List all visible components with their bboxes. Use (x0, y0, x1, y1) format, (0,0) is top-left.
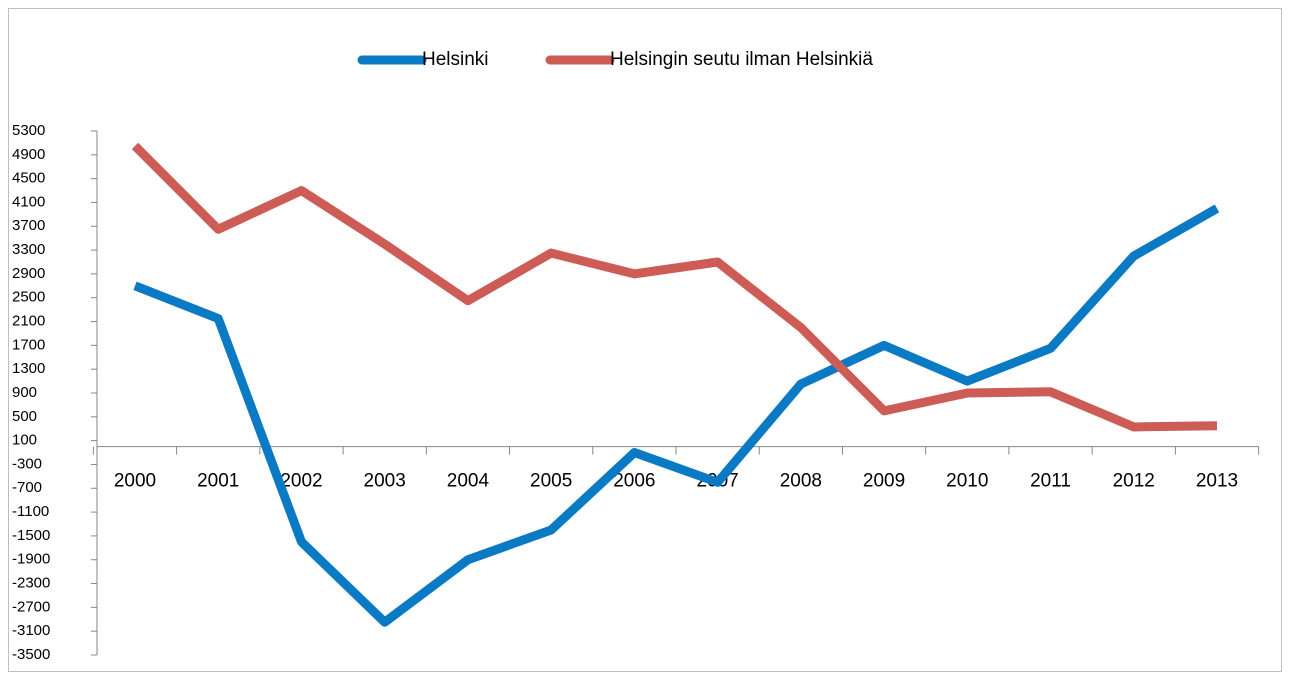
x-tick-label: 2001 (197, 471, 239, 492)
x-tick-label: 2000 (114, 471, 156, 492)
x-tick-label: 2013 (1196, 471, 1238, 492)
y-tick-label: 3700 (12, 217, 45, 234)
x-tick-label: 2008 (780, 471, 822, 492)
y-tick-label: -700 (12, 479, 42, 496)
x-tick-label: 2004 (447, 471, 490, 492)
y-tick-label: -3100 (12, 622, 50, 639)
y-tick-label: -2300 (12, 575, 50, 592)
x-tick-label: 2009 (863, 471, 905, 492)
y-tick-label: 3300 (12, 241, 45, 258)
y-tick-label: -1900 (12, 551, 50, 568)
chart-border (8, 8, 1282, 672)
y-tick-label: 1700 (12, 336, 45, 353)
x-tick-label: 2003 (364, 471, 406, 492)
y-tick-label: 100 (12, 432, 37, 449)
y-tick-label: -1100 (12, 503, 49, 520)
series-line (131, 142, 1218, 432)
series-line (133, 204, 1220, 627)
y-tick-label: 2900 (12, 265, 45, 282)
y-tick-label: -1500 (12, 527, 50, 544)
legend-label: Helsingin seutu ilman Helsinkiä (610, 49, 873, 70)
y-tick-label: 4900 (12, 146, 45, 163)
x-tick-label: 2005 (530, 471, 572, 492)
legend-label: Helsinki (422, 49, 489, 70)
y-tick-label: -3500 (12, 646, 50, 663)
x-tick-label: 2011 (1030, 471, 1071, 492)
x-tick-label: 2012 (1113, 471, 1155, 492)
y-tick-label: 1300 (12, 360, 45, 377)
y-tick-label: -2700 (12, 598, 50, 615)
y-tick-label: 4100 (12, 193, 45, 210)
x-tick-label: 2006 (613, 471, 655, 492)
y-tick-label: 2500 (12, 289, 45, 306)
y-tick-label: -300 (12, 455, 42, 472)
x-tick-label: 2002 (280, 471, 322, 492)
y-tick-label: 900 (12, 384, 37, 401)
y-tick-label: 4500 (12, 170, 45, 187)
x-tick-label: 2010 (946, 471, 988, 492)
y-tick-label: 5300 (12, 122, 45, 139)
y-tick-label: 2100 (12, 313, 45, 330)
y-tick-label: 500 (12, 408, 37, 425)
